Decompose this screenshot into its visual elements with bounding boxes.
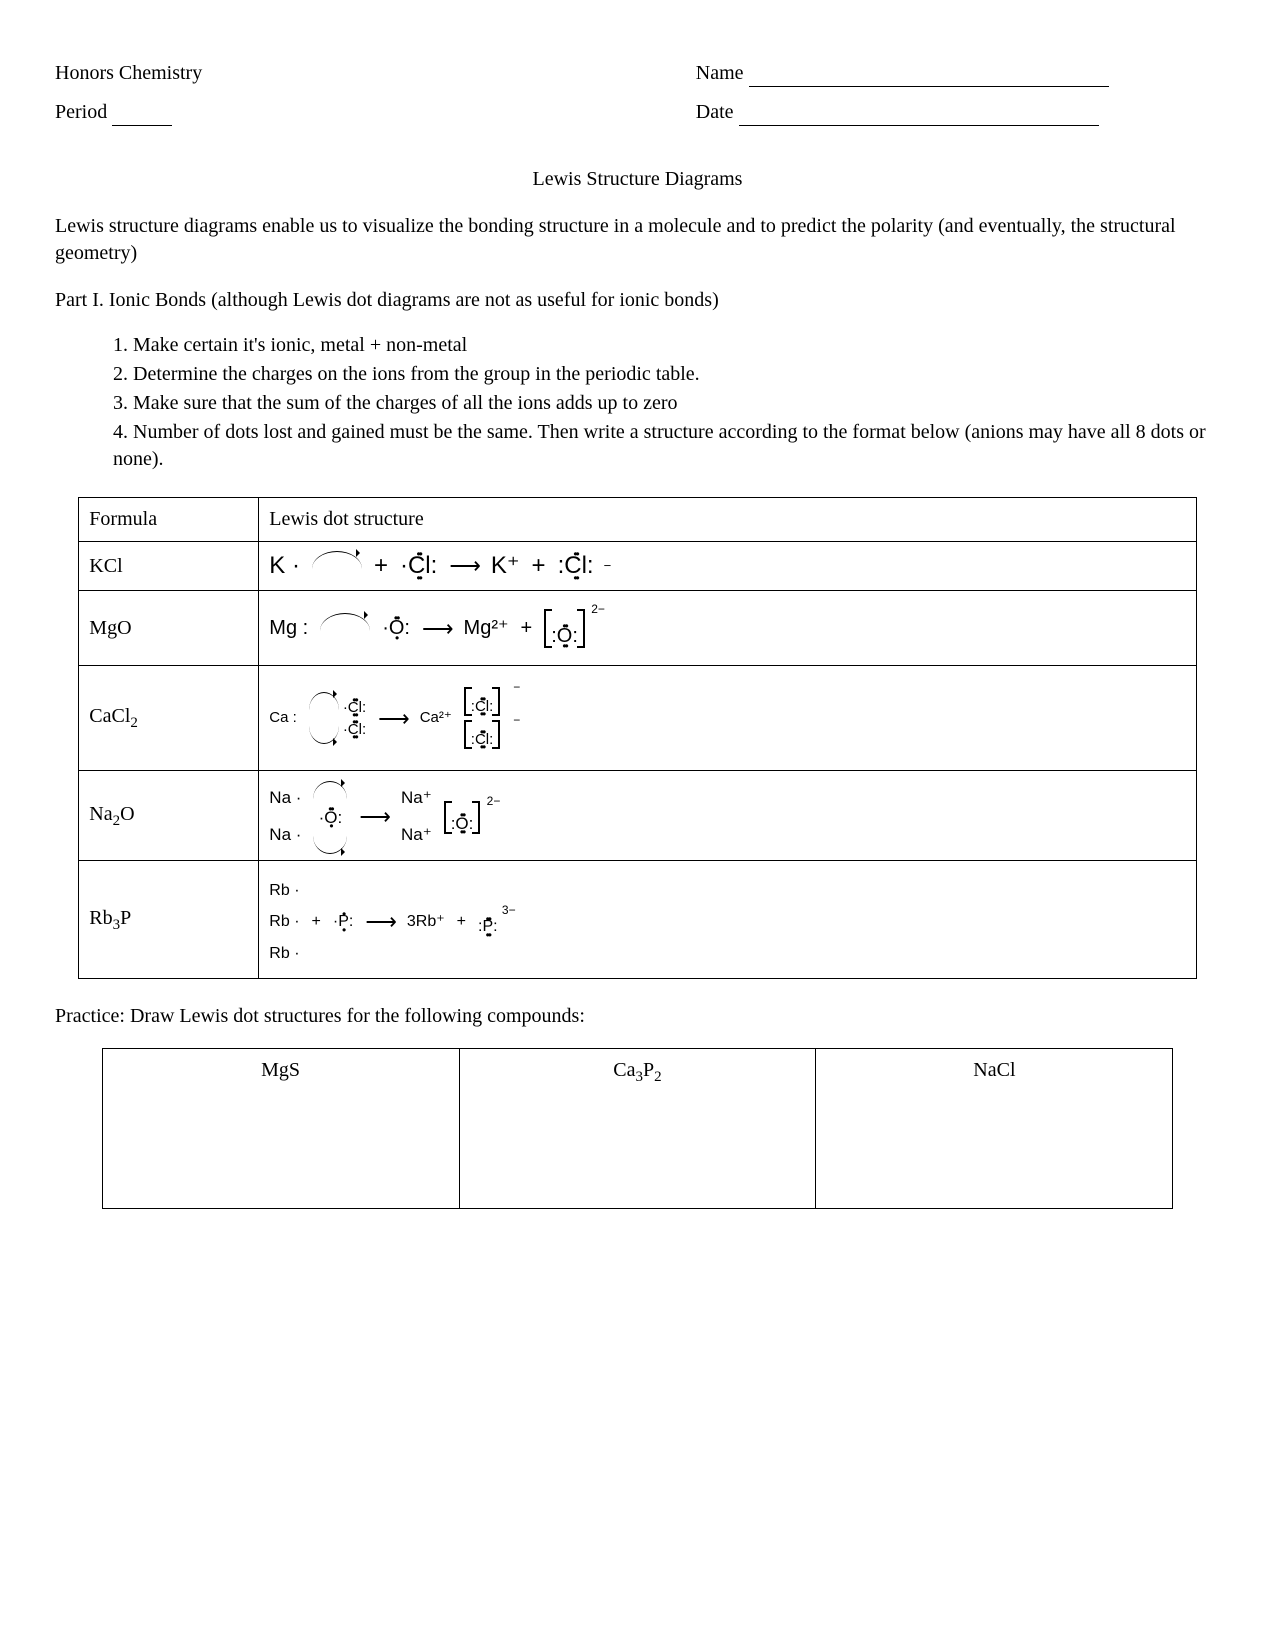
steps-list: 1. Make certain it's ionic, metal + non-… [113, 332, 1220, 473]
lewis-diagram-cell: Mg : ••·O:• ⟶ Mg²⁺ + ••:O:•• 2− [259, 591, 1196, 666]
period-blank[interactable] [112, 104, 172, 126]
example-table: Formula Lewis dot structure KCl K · + ••… [78, 497, 1196, 979]
practice-heading: Practice: Draw Lewis dot structures for … [55, 1003, 1220, 1030]
lewis-diagram-cell: Na · Na · ••·O:• ⟶ Na⁺ Na⁺ ••:O:•• 2− [259, 771, 1196, 861]
practice-cell[interactable]: Ca3P2 [459, 1049, 816, 1209]
step-3: 3. Make sure that the sum of the charges… [113, 390, 1220, 417]
date-blank[interactable] [739, 104, 1099, 126]
lewis-diagram-cell: K · + ••·Cl:•• ⟶ K⁺ + ••:Cl:••− [259, 542, 1196, 591]
step-2: 2. Determine the charges on the ions fro… [113, 361, 1220, 388]
date-label: Date [696, 101, 734, 123]
page-title: Lewis Structure Diagrams [55, 166, 1220, 193]
period-field: Period [55, 99, 579, 126]
intro-text: Lewis structure diagrams enable us to vi… [55, 213, 1220, 267]
lewis-diagram-cell: Ca : ••·Cl:•• ••·Cl:•• ⟶ Ca²⁺ ••:Cl:•• −… [259, 666, 1196, 771]
practice-table: MgSCa3P2NaCl [102, 1048, 1174, 1209]
formula-cell: MgO [79, 591, 259, 666]
formula-cell: CaCl2 [79, 666, 259, 771]
lewis-diagram-cell: Rb · Rb · Rb · + •·P:• ⟶ 3Rb⁺ + ••:P:••3… [259, 861, 1196, 979]
part1-heading: Part I. Ionic Bonds (although Lewis dot … [55, 287, 1220, 314]
header-row-1: Honors Chemistry Name [55, 60, 1220, 87]
course-label: Honors Chemistry [55, 60, 579, 87]
electron-transfer-arrow-icon [312, 551, 362, 569]
formula-cell: KCl [79, 542, 259, 591]
formula-cell: Rb3P [79, 861, 259, 979]
date-field: Date [696, 99, 1220, 126]
step-4: 4. Number of dots lost and gained must b… [113, 419, 1220, 473]
col-header-diagram: Lewis dot structure [259, 498, 1196, 542]
col-header-formula: Formula [79, 498, 259, 542]
header-row-2: Period Date [55, 99, 1220, 126]
practice-cell[interactable]: MgS [102, 1049, 459, 1209]
formula-cell: Na2O [79, 771, 259, 861]
step-1: 1. Make certain it's ionic, metal + non-… [113, 332, 1220, 359]
practice-cell[interactable]: NaCl [816, 1049, 1173, 1209]
name-field: Name [696, 60, 1220, 87]
period-label: Period [55, 101, 107, 123]
name-label: Name [696, 62, 744, 84]
name-blank[interactable] [749, 65, 1109, 87]
